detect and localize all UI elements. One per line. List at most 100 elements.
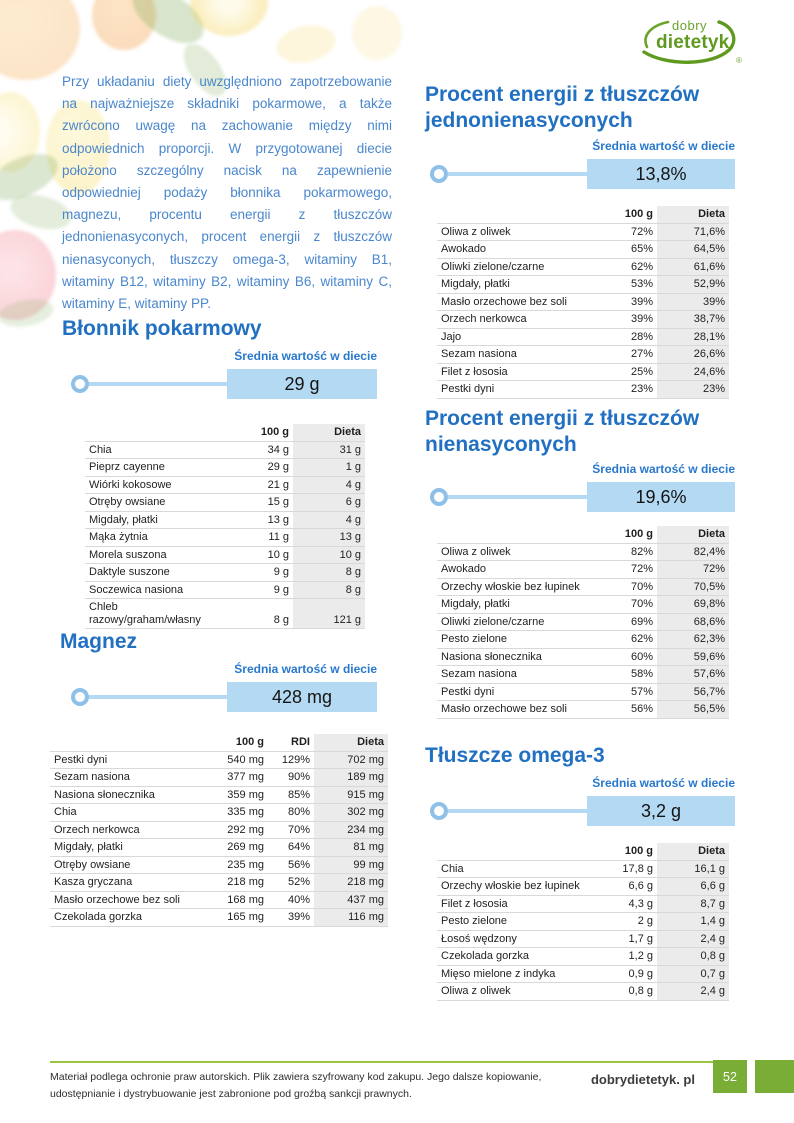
food-name-cell: Wiórki kokosowe: [85, 476, 231, 494]
food-name-cell: Chia: [85, 441, 231, 459]
food-value-cell: 61,6%: [657, 258, 729, 276]
food-value-cell: 81 mg: [314, 838, 388, 857]
bar-start-ring-icon: [71, 688, 89, 706]
table-row: Morela suszona 10 g 10 g: [85, 546, 365, 564]
bar-start-ring-icon: [430, 802, 448, 820]
footer-divider: [50, 1061, 713, 1063]
food-name-cell: Czekolada gorzka: [50, 908, 210, 927]
food-value-cell: 0,8 g: [595, 982, 657, 1001]
food-name-cell: Otręby owsiane: [50, 856, 210, 874]
average-value-label: Średnia wartość w diecie: [592, 462, 735, 476]
food-name-cell: Oliwki zielone/czarne: [437, 613, 595, 631]
table-header-row: 100 g RDI Dieta: [50, 734, 388, 752]
food-value-cell: 85%: [268, 786, 314, 804]
food-value-cell: 82%: [595, 543, 657, 561]
table-row: Masło orzechowe bez soli 168 mg 40% 437 mg: [50, 891, 388, 909]
website-link[interactable]: dobrydietetyk. pl: [590, 1072, 695, 1087]
food-value-cell: 72%: [657, 560, 729, 579]
table-row: Czekolada gorzka 165 mg 39% 116 mg: [50, 908, 388, 927]
food-value-cell: 189 mg: [314, 768, 388, 787]
food-name-cell: Nasiona słonecznika: [437, 648, 595, 666]
food-value-cell: 10 g: [293, 546, 365, 564]
food-value-cell: 100 g: [595, 843, 657, 861]
orange-fruit-icon: [0, 0, 80, 80]
table-row: Masło orzechowe bez soli 56% 56,5%: [437, 700, 729, 719]
bar-track: [89, 695, 227, 699]
food-value-cell: 56%: [268, 856, 314, 874]
food-value-cell: 21 g: [231, 476, 293, 494]
food-name-cell: Orzechy włoskie bez łupinek: [437, 578, 595, 596]
food-name-cell: Chia: [437, 860, 595, 878]
food-name-cell: Chia: [50, 803, 210, 822]
average-value-bar: 3,2 g: [430, 796, 735, 826]
food-value-cell: 56,5%: [657, 700, 729, 719]
leaf-icon: [123, 0, 213, 55]
food-value-cell: 28,1%: [657, 328, 729, 346]
food-name-cell: Morela suszona: [85, 546, 231, 564]
food-value-cell: 23%: [595, 380, 657, 399]
food-name-cell: Oliwa z oliwek: [437, 223, 595, 241]
table-row: Filet z łososia 25% 24,6%: [437, 363, 729, 381]
registered-mark: ®: [736, 56, 742, 65]
food-value-cell: 8 g: [293, 563, 365, 582]
food-value-cell: 99 mg: [314, 856, 388, 874]
mono-fats-table: 100 g Dieta Oliwa z oliwek 72% 71,6% Awokado 6…: [437, 206, 729, 399]
food-value-cell: 915 mg: [314, 786, 388, 804]
food-value-cell: 292 mg: [210, 821, 268, 839]
food-value-cell: 52,9%: [657, 275, 729, 294]
table-row: Czekolada gorzka 1,2 g 0,8 g: [437, 947, 729, 966]
food-name-cell: Mąka żytnia: [85, 528, 231, 547]
table-row: Migdały, płatki 269 mg 64% 81 mg: [50, 838, 388, 857]
table-row: Migdały, płatki 70% 69,8%: [437, 595, 729, 614]
food-name-cell: Chleb razowy/graham/własny: [85, 598, 231, 629]
food-value-cell: 39%: [657, 293, 729, 311]
food-value-cell: 70%: [268, 821, 314, 839]
food-value-cell: 64,5%: [657, 240, 729, 259]
food-value-cell: 52%: [268, 873, 314, 892]
bar-start-ring-icon: [430, 488, 448, 506]
copyright-notice: Materiał podlega ochronie praw autorskic…: [50, 1071, 542, 1100]
food-name-cell: Czekolada gorzka: [437, 947, 595, 966]
food-value-cell: 26,6%: [657, 345, 729, 364]
table-row: Oliwki zielone/czarne 69% 68,6%: [437, 613, 729, 631]
food-value-cell: 0,8 g: [657, 947, 729, 966]
food-name-cell: Migdały, płatki: [50, 838, 210, 857]
table-row: Sezam nasiona 58% 57,6%: [437, 665, 729, 684]
food-value-cell: 53%: [595, 275, 657, 294]
food-value-cell: 23%: [657, 380, 729, 399]
food-value-cell: 2,4 g: [657, 930, 729, 948]
food-name-cell: [437, 526, 595, 544]
food-value-cell: 335 mg: [210, 803, 268, 822]
food-name-cell: Oliwki zielone/czarne: [437, 258, 595, 276]
average-value-label: Średnia wartość w diecie: [234, 662, 377, 676]
food-value-cell: 1,4 g: [657, 912, 729, 931]
food-value-cell: 24,6%: [657, 363, 729, 381]
blonnik-table: 100 g Dieta Chia 34 g 31 g Pieprz cayenne 29 g…: [85, 424, 365, 629]
food-name-cell: Sezam nasiona: [50, 768, 210, 787]
bar-value: 3,2 g: [587, 796, 735, 826]
food-value-cell: 70,5%: [657, 578, 729, 596]
food-value-cell: 0,7 g: [657, 965, 729, 983]
food-name-cell: Pestki dyni: [437, 380, 595, 399]
food-value-cell: 0,9 g: [595, 965, 657, 983]
average-value-label: Średnia wartość w diecie: [592, 776, 735, 790]
food-value-cell: 377 mg: [210, 768, 268, 787]
food-value-cell: Dieta: [657, 526, 729, 544]
average-value-bar: 13,8%: [430, 159, 735, 189]
food-value-cell: 168 mg: [210, 891, 268, 909]
leaf-icon: [0, 295, 56, 331]
food-value-cell: 69,8%: [657, 595, 729, 614]
lemon-half-icon: [0, 92, 40, 172]
food-name-cell: Sezam nasiona: [437, 665, 595, 684]
food-value-cell: 13 g: [293, 528, 365, 547]
food-value-cell: 4 g: [293, 476, 365, 494]
food-value-cell: 27%: [595, 345, 657, 364]
table-header-row: 100 g Dieta: [437, 526, 729, 544]
food-value-cell: Dieta: [314, 734, 388, 752]
food-name-cell: Łosoś wędzony: [437, 930, 595, 948]
table-row: Orzech nerkowca 39% 38,7%: [437, 310, 729, 329]
food-value-cell: 437 mg: [314, 891, 388, 909]
table-row: Sezam nasiona 377 mg 90% 189 mg: [50, 768, 388, 787]
section-title-unsat: Procent energii z tłuszczów nienasyconyc…: [425, 407, 700, 456]
